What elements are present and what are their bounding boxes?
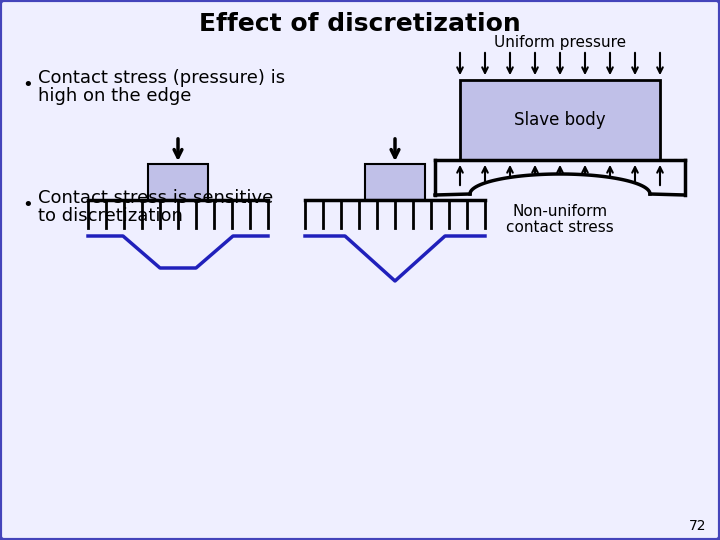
Text: •: •: [22, 196, 32, 214]
Bar: [460, 80, 660, 160]
Text: 72: 72: [688, 519, 706, 533]
Text: Non-uniform: Non-uniform: [513, 205, 608, 219]
Text: •: •: [22, 76, 32, 94]
Bar: [365, 164, 425, 200]
Text: Effect of discretization: Effect of discretization: [199, 12, 521, 36]
Text: Uniform pressure: Uniform pressure: [494, 36, 626, 51]
Text: high on the edge: high on the edge: [38, 87, 192, 105]
Text: Contact stress (pressure) is: Contact stress (pressure) is: [38, 69, 285, 87]
Text: contact stress: contact stress: [506, 220, 614, 235]
Text: Contact stress is sensitive: Contact stress is sensitive: [38, 189, 274, 207]
Text: Slave body: Slave body: [514, 111, 606, 129]
Bar: [148, 164, 208, 200]
Text: to discretization: to discretization: [38, 207, 183, 225]
